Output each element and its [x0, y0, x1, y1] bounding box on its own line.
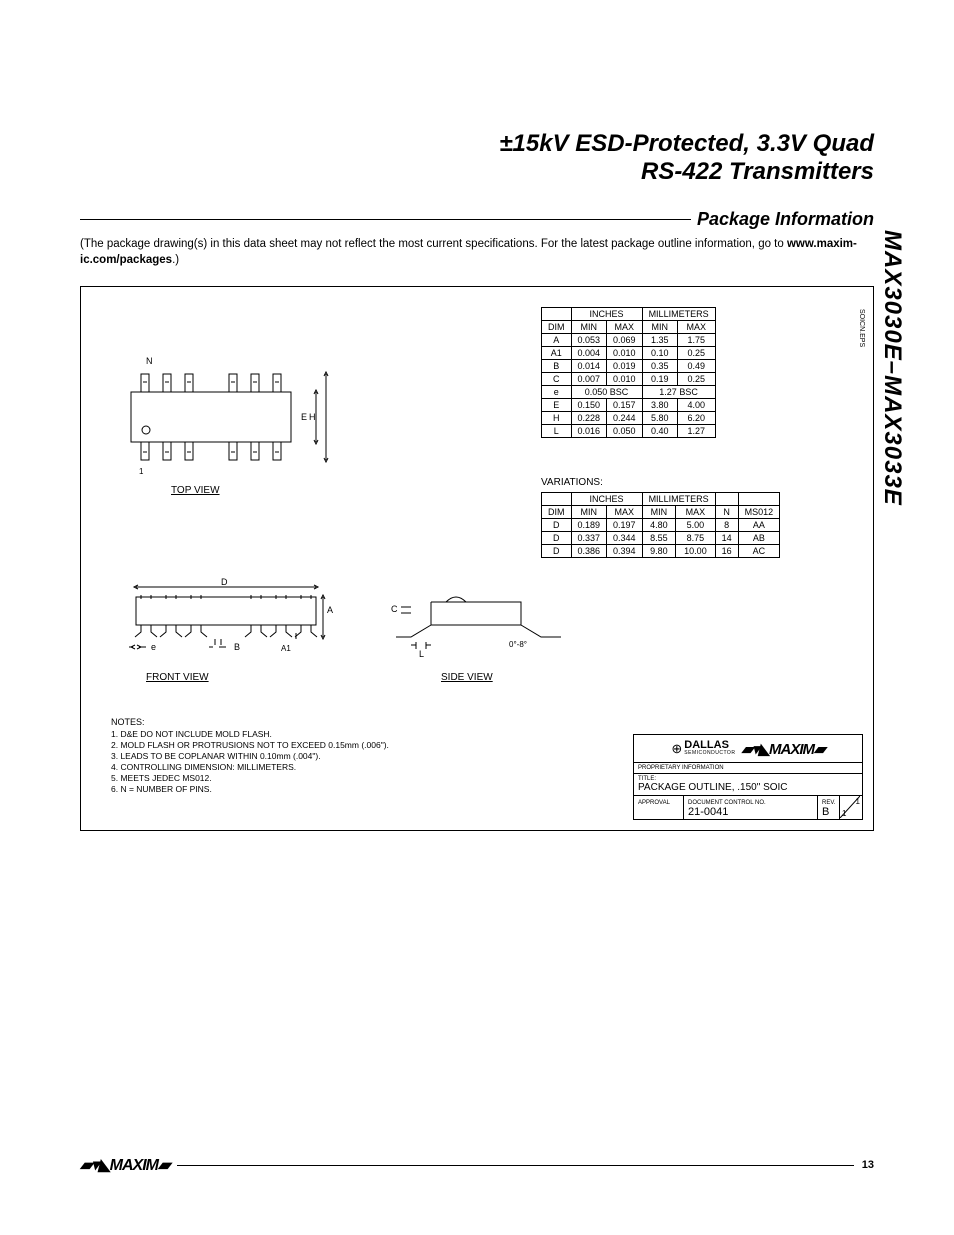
- disclaimer: (The package drawing(s) in this data she…: [80, 236, 874, 268]
- title-line-2: RS-422 Transmitters: [80, 158, 874, 186]
- section-header: Package Information: [80, 209, 874, 230]
- svg-text:E: E: [301, 412, 307, 422]
- side-view-label: SIDE VIEW: [441, 672, 493, 683]
- logo-row: ⊕ DALLAS SEMICONDUCTOR ▰▾◣MAXIM▰: [634, 735, 862, 763]
- dallas-logo: DALLAS: [684, 739, 729, 751]
- dim-table-1: INCHESMILLIMETERS DIMMINMAXMINMAX A0.053…: [541, 307, 716, 438]
- package-drawing: SOICN.EPS INCHESMILLIMETERS DIMMINMAXMIN…: [80, 286, 874, 831]
- title-block: ⊕ DALLAS SEMICONDUCTOR ▰▾◣MAXIM▰ PROPRIE…: [633, 734, 863, 820]
- svg-text:N: N: [146, 356, 153, 366]
- svg-text:H: H: [309, 412, 316, 422]
- pkg-title: PACKAGE OUTLINE, .150" SOIC: [638, 782, 788, 793]
- notes: NOTES: 1. D&E DO NOT INCLUDE MOLD FLASH.…: [111, 717, 389, 795]
- page-number: 13: [862, 1159, 874, 1171]
- variations-label: VARIATIONS:: [541, 477, 603, 488]
- front-view-label: FRONT VIEW: [146, 672, 209, 683]
- side-part-number: MAX3030E–MAX3033E: [878, 230, 906, 506]
- svg-text:C: C: [391, 604, 398, 614]
- note-4: 4. CONTROLLING DIMENSION: MILLIMETERS.: [111, 762, 389, 773]
- section-rule: [80, 219, 691, 220]
- proprietary: PROPRIETARY INFORMATION: [634, 763, 862, 774]
- disclaimer-a: (The package drawing(s) in this data she…: [80, 238, 787, 250]
- title-line-1: ±15kV ESD-Protected, 3.3V Quad: [80, 130, 874, 158]
- svg-text:D: D: [221, 577, 228, 587]
- rev: B: [822, 806, 829, 818]
- doc-no: 21-0041: [688, 806, 728, 818]
- section-title: Package Information: [691, 209, 874, 230]
- note-3: 3. LEADS TO BE COPLANAR WITHIN 0.10mm (.…: [111, 751, 389, 762]
- title-row: TITLE: PACKAGE OUTLINE, .150" SOIC: [634, 774, 862, 796]
- bottom-row: APPROVAL DOCUMENT CONTROL NO.21-0041 REV…: [634, 796, 862, 819]
- note-1: 1. D&E DO NOT INCLUDE MOLD FLASH.: [111, 729, 389, 740]
- top-view-label: TOP VIEW: [171, 485, 220, 496]
- top-view-svg: N E H 1: [111, 352, 331, 482]
- svg-text:L: L: [419, 649, 424, 657]
- note-2: 2. MOLD FLASH OR PROTRUSIONS NOT TO EXCE…: [111, 740, 389, 751]
- eps-label: SOICN.EPS: [858, 309, 865, 347]
- dallas-sub: SEMICONDUCTOR: [684, 750, 735, 756]
- svg-text:A1: A1: [281, 644, 291, 653]
- footer-logo: ▰▾◣MAXIM▰: [80, 1155, 169, 1175]
- note-6: 6. N = NUMBER OF PINS.: [111, 784, 389, 795]
- notes-head: NOTES:: [111, 717, 389, 729]
- svg-text:e: e: [151, 642, 156, 652]
- side-view-svg: C 0°-8° L: [391, 587, 571, 657]
- svg-text:A: A: [327, 605, 333, 615]
- footer: ▰▾◣MAXIM▰ 13: [80, 1155, 874, 1175]
- maxim-logo: ▰▾◣MAXIM▰: [741, 740, 824, 758]
- dim-table-2: INCHESMILLIMETERS DIMMINMAXMINMAXNMS012 …: [541, 492, 780, 558]
- svg-text:1: 1: [139, 467, 144, 476]
- front-view-svg: D A A1: [111, 577, 341, 667]
- svg-text:B: B: [234, 642, 240, 652]
- note-5: 5. MEETS JEDEC MS012.: [111, 773, 389, 784]
- page-title: ±15kV ESD-Protected, 3.3V Quad RS-422 Tr…: [80, 130, 874, 185]
- footer-rule: [177, 1165, 853, 1166]
- disclaimer-c: .): [172, 254, 179, 266]
- svg-text:0°-8°: 0°-8°: [509, 640, 527, 649]
